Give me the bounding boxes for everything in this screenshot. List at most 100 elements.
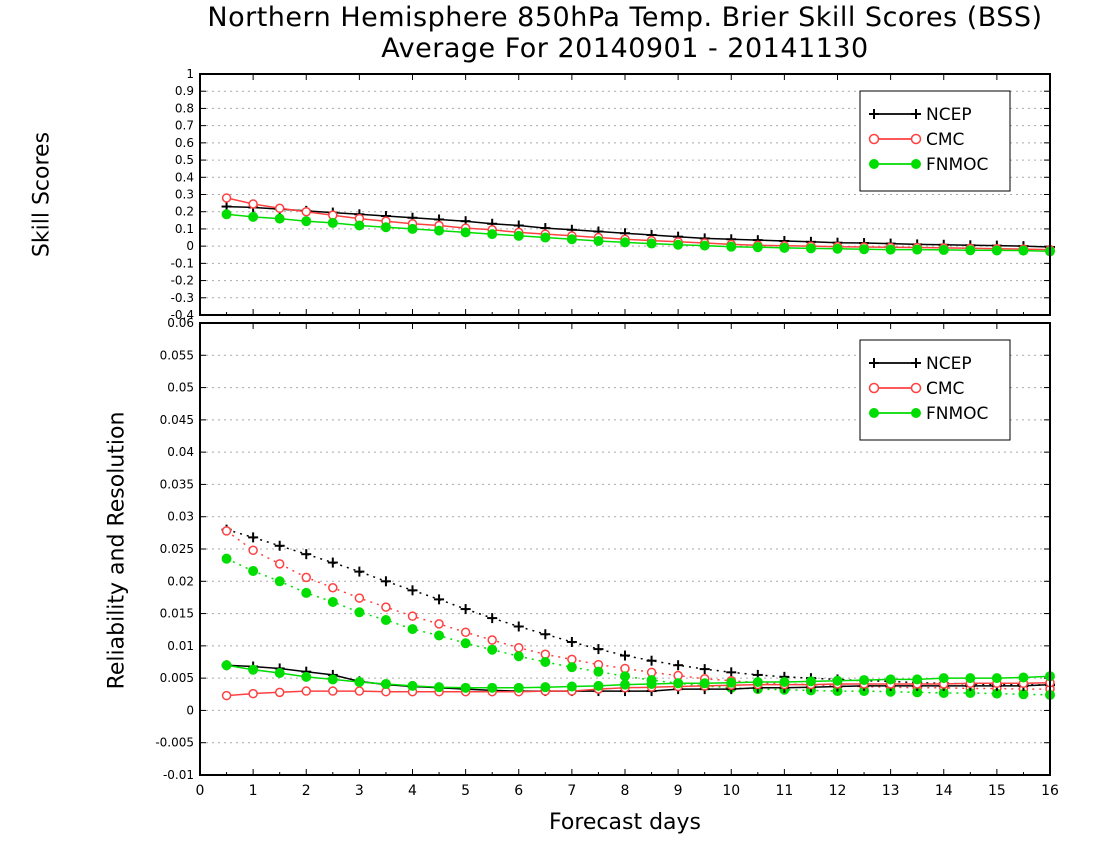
top-point-fnmoc xyxy=(221,209,232,220)
bottom-point-ncep xyxy=(274,540,285,551)
bottom-point-fnmoc xyxy=(752,677,763,688)
bottom-point-fnmoc xyxy=(805,676,816,687)
top-y-tick-label: 0.2 xyxy=(175,205,194,219)
top-legend-label: NCEP xyxy=(926,105,972,125)
bottom-point-fnmoc xyxy=(434,682,445,693)
top-point-fnmoc xyxy=(752,242,763,253)
bottom-point-fnmoc xyxy=(965,673,976,684)
bottom-point-cmc xyxy=(354,686,365,696)
x-tick-label: 4 xyxy=(408,783,417,799)
top-point-fnmoc xyxy=(407,223,418,234)
bottom-y-tick-label: 0.05 xyxy=(167,381,194,395)
x-tick-label: 10 xyxy=(722,783,740,799)
bottom-point-ncep xyxy=(434,594,445,605)
chart-title: Northern Hemisphere 850hPa Temp. Brier S… xyxy=(207,2,1043,33)
bottom-point-cmc xyxy=(274,559,285,569)
top-y-tick-label: -0.4 xyxy=(171,308,194,322)
bottom-legend-marker xyxy=(869,408,879,418)
bottom-y-tick-label: 0.01 xyxy=(167,639,194,653)
bottom-point-cmc xyxy=(487,635,497,645)
bottom-point-fnmoc xyxy=(327,596,338,607)
bottom-point-fnmoc xyxy=(380,678,391,689)
bottom-point-ncep xyxy=(699,664,710,675)
x-tick-label: 6 xyxy=(514,783,523,799)
top-panel: -0.4 -0.3 -0.2 -0.1 0 0.1 0.2 0.3 0.4 0.5 0.6 0.7 0.… xyxy=(171,67,1055,322)
bottom-point-fnmoc xyxy=(566,681,577,692)
top-point-fnmoc xyxy=(301,216,312,227)
bottom-series-line-ncep xyxy=(226,528,1051,686)
top-point-fnmoc xyxy=(965,245,976,256)
bottom-y-tick-label: 0.02 xyxy=(167,574,194,588)
bottom-point-fnmoc xyxy=(726,677,737,688)
bottom-point-ncep xyxy=(460,604,471,615)
bottom-y-tick-label: -0.01 xyxy=(163,768,194,782)
bottom-point-cmc xyxy=(301,686,311,696)
bottom-point-fnmoc xyxy=(593,666,604,677)
x-tick-label: 12 xyxy=(829,783,847,799)
top-point-fnmoc xyxy=(859,244,870,255)
bottom-point-fnmoc xyxy=(938,673,949,684)
top-point-fnmoc xyxy=(726,241,737,252)
bottom-point-fnmoc xyxy=(221,553,232,564)
bottom-point-cmc xyxy=(381,602,391,612)
bottom-point-ncep xyxy=(726,667,737,678)
bottom-point-fnmoc xyxy=(460,638,471,649)
bottom-point-fnmoc xyxy=(779,677,790,688)
top-point-fnmoc xyxy=(566,234,577,245)
bottom-point-cmc xyxy=(301,572,311,583)
bottom-y-tick-label: 0.03 xyxy=(167,510,194,524)
x-tick-label: 14 xyxy=(935,783,953,799)
top-point-fnmoc xyxy=(805,243,816,254)
x-tick-label: 11 xyxy=(775,783,793,799)
bottom-series-line-fnmoc xyxy=(226,558,1051,696)
top-y-tick-label: 0.3 xyxy=(175,188,194,202)
top-point-fnmoc xyxy=(434,225,445,236)
bottom-point-ncep xyxy=(354,566,365,577)
bottom-legend-label: FNMOC xyxy=(926,404,988,424)
bottom-point-fnmoc xyxy=(832,675,843,686)
bottom-point-ncep xyxy=(380,576,391,587)
bottom-y-tick-label: -0.005 xyxy=(155,736,194,750)
top-point-cmc xyxy=(221,193,232,203)
bottom-point-cmc xyxy=(514,643,524,653)
top-series-line-ncep xyxy=(226,205,1051,248)
bottom-y-tick-label: 0.06 xyxy=(167,316,194,330)
top-point-fnmoc xyxy=(991,245,1002,256)
top-point-fnmoc xyxy=(327,217,338,228)
x-tick-label: 2 xyxy=(302,783,311,799)
x-tick-label: 15 xyxy=(988,783,1006,799)
bottom-point-fnmoc xyxy=(540,682,551,693)
bottom-y-tick-label: 0.035 xyxy=(160,477,194,491)
bottom-point-fnmoc xyxy=(301,671,312,682)
top-y-tick-label: 0.9 xyxy=(175,84,194,98)
top-point-fnmoc xyxy=(779,242,790,253)
top-point-cmc xyxy=(248,199,258,209)
bottom-point-fnmoc xyxy=(513,682,524,693)
bottom-point-cmc xyxy=(248,688,258,699)
top-point-fnmoc xyxy=(646,238,657,249)
top-legend-marker xyxy=(869,159,879,169)
bottom-point-fnmoc xyxy=(380,615,391,626)
top-legend-marker xyxy=(868,133,880,145)
bottom-y-tick-label: 0 xyxy=(186,703,194,717)
top-legend-marker xyxy=(911,159,921,169)
bottom-y-tick-label: 0.015 xyxy=(160,607,194,621)
bottom-y-tick-label: 0.005 xyxy=(160,671,194,685)
bottom-legend-marker xyxy=(868,382,880,394)
x-tick-label: 3 xyxy=(355,783,364,799)
bottom-point-fnmoc xyxy=(566,662,577,673)
bottom-legend-marker xyxy=(910,382,922,394)
bottom-point-fnmoc xyxy=(248,664,259,675)
bottom-point-ncep xyxy=(540,629,551,640)
top-y-tick-label: -0.3 xyxy=(171,291,194,305)
top-legend: NCEP CMC FNMOC xyxy=(859,90,1011,192)
x-tick-label: 13 xyxy=(882,783,900,799)
top-y-tick-label: 0 xyxy=(186,239,194,253)
top-series-line-cmc xyxy=(226,197,1051,251)
top-legend-marker xyxy=(910,133,922,145)
bottom-point-cmc xyxy=(221,526,232,536)
bottom-point-cmc xyxy=(328,686,338,696)
bottom-point-fnmoc xyxy=(540,657,551,667)
bottom-point-fnmoc xyxy=(301,587,312,598)
